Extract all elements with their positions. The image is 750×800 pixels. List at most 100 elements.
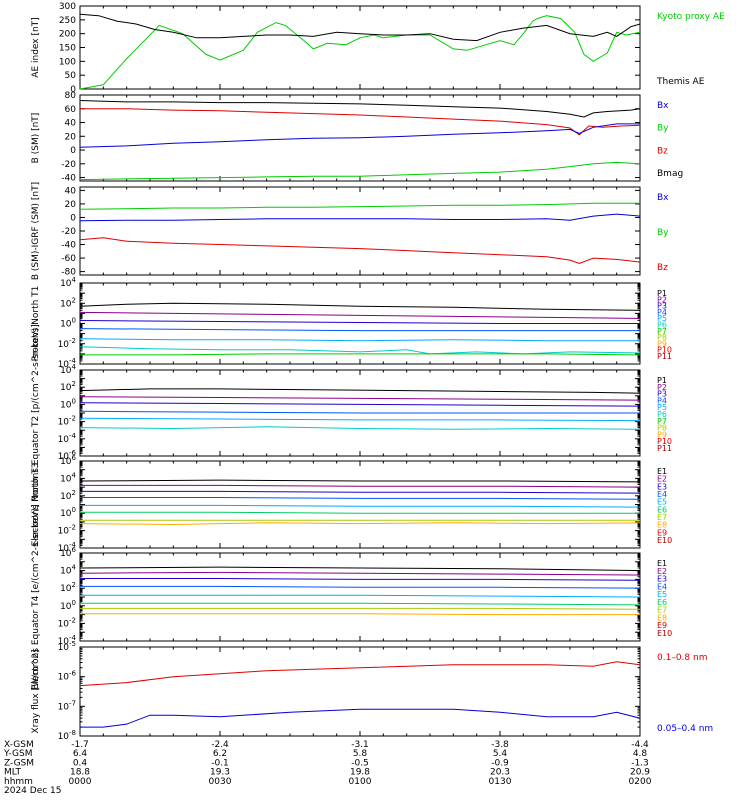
legend-label: P10 xyxy=(657,437,672,446)
y-tick-label: 250 xyxy=(59,16,76,26)
y-axis-label: B (SM) [nT] xyxy=(31,113,41,164)
y-tick-label: 150 xyxy=(59,44,76,54)
legend-label: P8 xyxy=(657,333,667,342)
legend-label: P9 xyxy=(657,430,667,439)
series-line-by xyxy=(79,161,641,181)
legend-label: E8 xyxy=(657,521,667,530)
y-tick-label: 10-2 xyxy=(58,337,76,350)
panel-frame xyxy=(79,460,641,549)
panel-frame xyxy=(79,646,641,737)
y-tick-label: 10-4 xyxy=(58,432,77,445)
legend-label: P4 xyxy=(657,308,667,317)
series-line-0-05-0-4-nm xyxy=(80,708,641,728)
legend-label: P7 xyxy=(657,417,667,426)
y-tick-label: -60 xyxy=(61,254,76,264)
series-line-e1 xyxy=(79,479,641,483)
y-tick-label: 80 xyxy=(65,91,77,101)
legend-label: E7 xyxy=(657,513,667,522)
legend-label: E10 xyxy=(657,536,672,545)
y-tick-label: 40 xyxy=(65,119,77,129)
legend-label: 0.05–0.4 nm xyxy=(657,724,713,734)
axis-row-value: -3.8 xyxy=(491,740,509,750)
legend-label: Themis AE xyxy=(656,77,705,87)
y-tick-label: 300 xyxy=(59,2,76,12)
series-line-p5 xyxy=(79,338,640,342)
y-tick-label: -40 xyxy=(61,174,76,184)
y-tick-label: 40 xyxy=(65,186,77,196)
axis-row-label: hhmm xyxy=(4,777,33,787)
y-tick-label: -40 xyxy=(61,241,76,251)
series-line-e2 xyxy=(80,484,641,488)
legend-label: P9 xyxy=(657,339,667,348)
axis-row-label: Z-GSM xyxy=(4,758,34,768)
legend-label: P2 xyxy=(657,383,667,392)
series-line-bmag xyxy=(79,100,641,118)
legend-label: P7 xyxy=(657,327,667,336)
y-axis-label: Electrons Equator T4 [e/(cm^2-s-sr-keV)] xyxy=(31,504,41,689)
series-line-e3 xyxy=(80,578,641,581)
legend-label: E6 xyxy=(657,505,667,514)
legend-label: Bz xyxy=(657,146,668,156)
series-line-kyoto-proxy-ae xyxy=(79,15,641,90)
legend-label: E2 xyxy=(657,567,667,576)
axis-row-value: 0130 xyxy=(489,777,512,787)
legend-label: E4 xyxy=(657,490,667,499)
series-line-e3 xyxy=(80,490,641,494)
legend-label: By xyxy=(657,124,669,134)
y-tick-label: 102 xyxy=(60,380,76,393)
legend-label: P3 xyxy=(657,390,667,399)
series-line-p5 xyxy=(79,417,641,422)
series-line-e6 xyxy=(80,602,641,606)
y-axis-label: Protons Equator T2 [p/(cm^2-s-sr-keV)] xyxy=(31,324,41,501)
axis-row-label: MLT xyxy=(4,768,22,778)
axis-row-value: -0.9 xyxy=(491,758,509,768)
series-line-bz xyxy=(80,108,641,136)
legend-label: P2 xyxy=(657,295,667,304)
panel-frame xyxy=(79,186,641,276)
axis-row-value: -0.5 xyxy=(351,758,369,768)
series-line-e5 xyxy=(80,594,641,598)
axis-row-value: 19.3 xyxy=(210,768,230,778)
series-line-p1 xyxy=(79,302,641,311)
y-tick-label: 200 xyxy=(59,30,76,40)
series-line-e2 xyxy=(79,571,641,576)
y-tick-label: 102 xyxy=(60,581,76,594)
y-tick-label: -80 xyxy=(61,268,76,278)
axis-row-label: Y-GSM xyxy=(3,749,32,759)
axis-row-value: -0.1 xyxy=(211,758,229,768)
legend-label: E8 xyxy=(657,613,667,622)
axis-date: 2024 Dec 15 xyxy=(4,786,62,796)
legend-label: E7 xyxy=(657,606,667,615)
axis-row-label: X-GSM xyxy=(4,740,34,750)
series-line-e5 xyxy=(80,504,641,508)
y-tick-label: 10-2 xyxy=(58,616,76,629)
y-tick-label: 60 xyxy=(65,105,77,115)
legend-label: E1 xyxy=(657,467,667,476)
y-tick-label: 100 xyxy=(60,317,76,330)
legend-label: E5 xyxy=(657,498,667,507)
series-line-e7 xyxy=(80,607,641,610)
series-line-e4 xyxy=(80,497,641,500)
y-tick-label: 100 xyxy=(60,599,76,612)
y-tick-label: 100 xyxy=(59,57,76,67)
legend-label: P11 xyxy=(657,352,672,361)
legend-label: E2 xyxy=(657,475,667,484)
series-line-p2 xyxy=(79,311,641,319)
legend-label: E6 xyxy=(657,598,667,607)
axis-row-value: 20.9 xyxy=(630,768,650,778)
legend-label: P5 xyxy=(657,403,667,412)
y-tick-label: 104 xyxy=(60,564,76,577)
legend-label: E1 xyxy=(657,559,667,568)
panel-1: 0 50 100 150 200 250 300 AE index [nT] Kyoto pro… xyxy=(31,2,725,95)
series-line-p4 xyxy=(79,410,640,414)
series-line-e8 xyxy=(80,613,640,616)
y-tick-label: 104 xyxy=(60,471,76,484)
panel-frame xyxy=(79,552,641,642)
legend-label: P1 xyxy=(657,289,667,298)
legend-label: P6 xyxy=(657,321,667,330)
panel-frame xyxy=(79,5,641,90)
